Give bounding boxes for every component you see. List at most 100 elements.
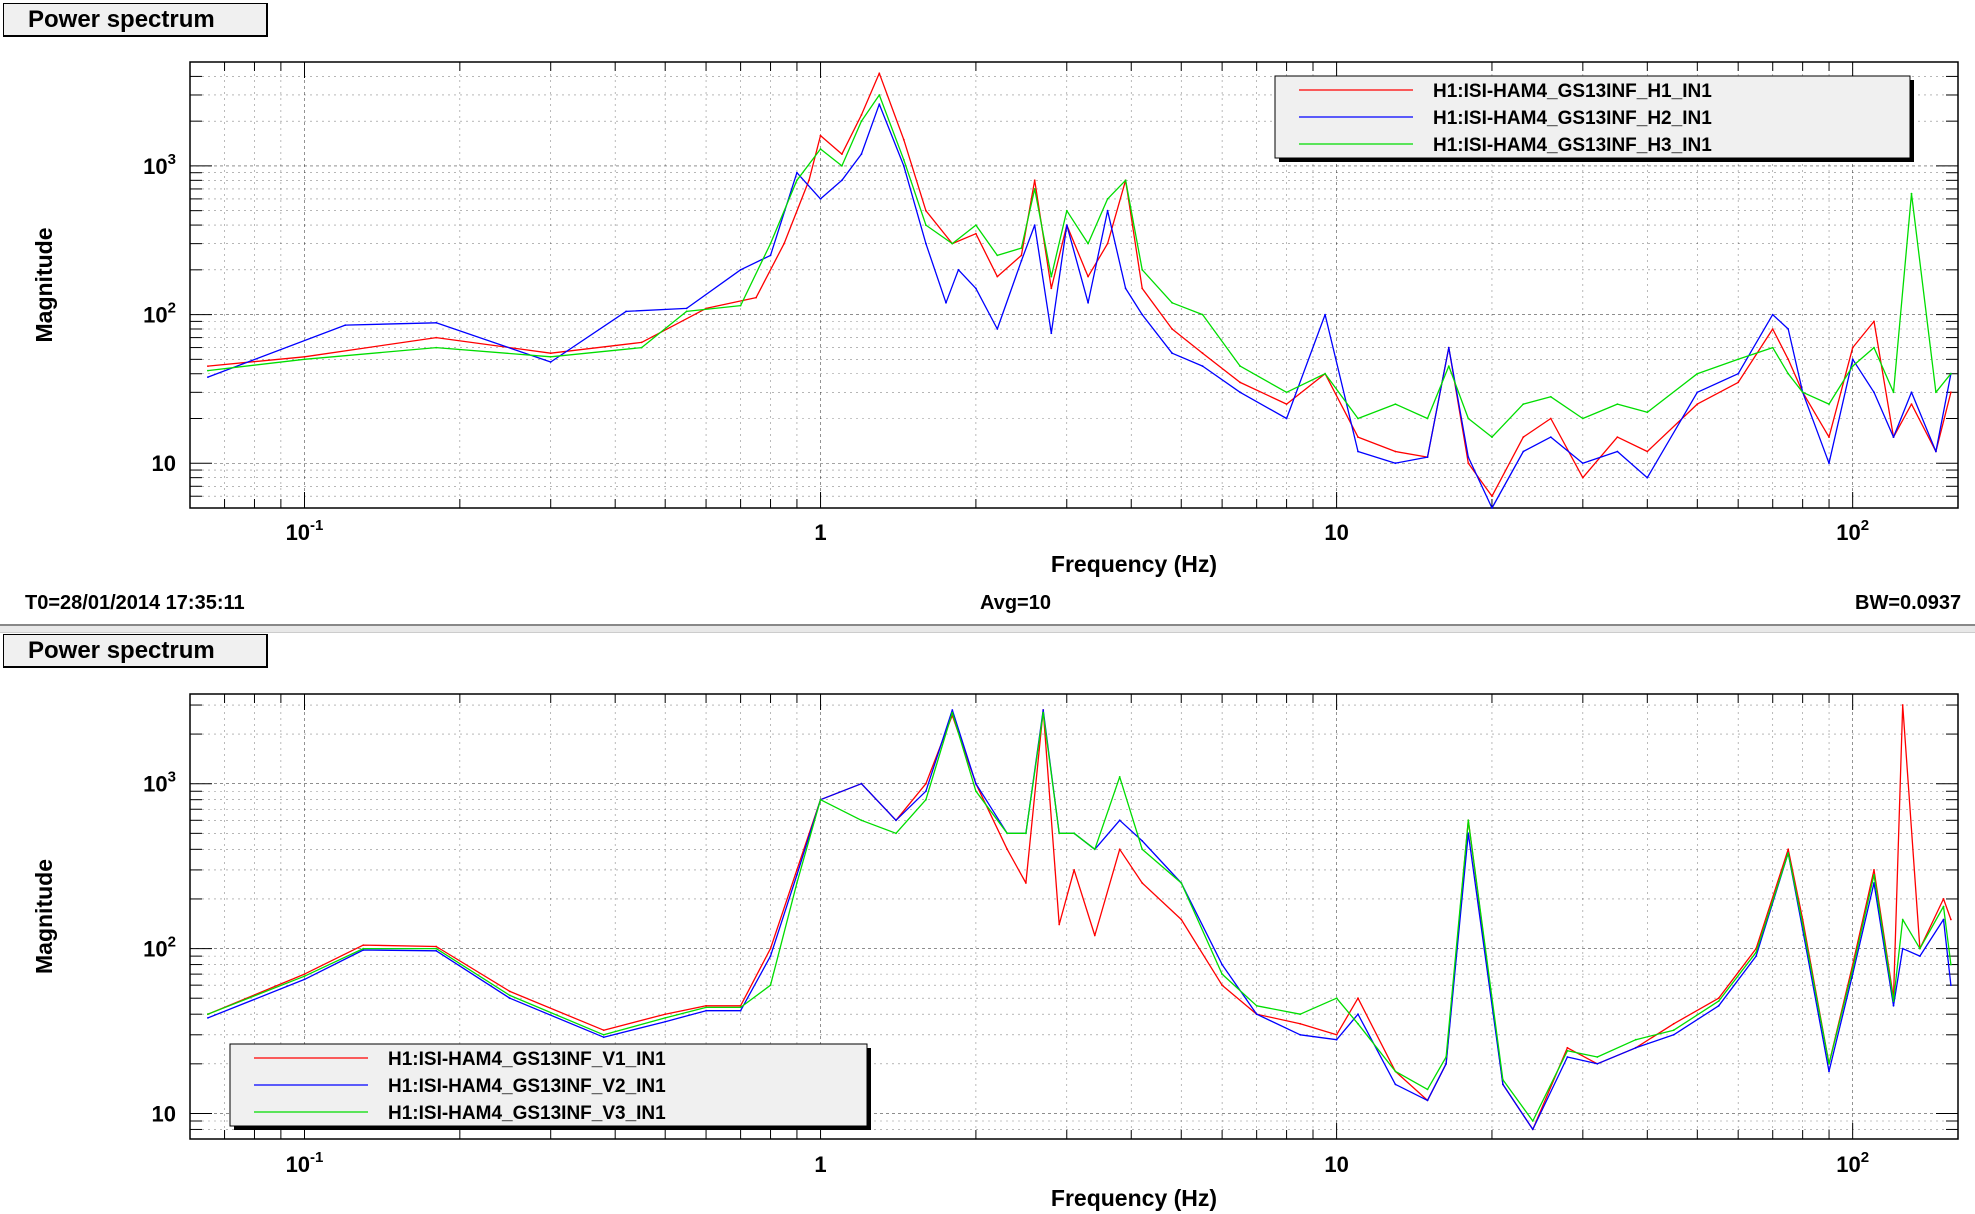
data-point <box>1445 1056 1447 1058</box>
data-point <box>1522 403 1525 405</box>
data-point <box>1033 224 1036 227</box>
data-point <box>1696 372 1699 375</box>
data-point <box>860 114 863 116</box>
panel-separator <box>0 624 1975 633</box>
data-point <box>1901 704 1904 706</box>
data-point <box>1942 905 1945 908</box>
data-point <box>1935 391 1937 394</box>
data-point <box>1616 450 1619 453</box>
data-point <box>1901 918 1904 921</box>
data-point <box>1873 869 1875 871</box>
data-point <box>1171 352 1173 355</box>
data-point <box>435 336 438 339</box>
data-point <box>1672 1029 1675 1032</box>
data-point <box>1828 436 1830 438</box>
data-point <box>1950 984 1952 987</box>
data-point <box>1020 247 1023 250</box>
data-point <box>1873 346 1875 349</box>
data-point <box>1065 209 1068 212</box>
data-point <box>1566 1049 1569 1052</box>
panel-1-title: Power spectrum <box>3 3 268 37</box>
series-line-1 <box>207 72 1952 497</box>
data-point <box>1549 436 1552 438</box>
data-point <box>1646 450 1649 453</box>
data-point <box>1285 403 1288 405</box>
data-point <box>1141 268 1144 271</box>
data-point <box>975 782 977 785</box>
data-point <box>1058 832 1061 835</box>
data-point <box>925 782 927 785</box>
data-point <box>435 321 438 324</box>
data-point <box>362 944 365 946</box>
data-point <box>808 179 810 182</box>
data-point <box>769 984 772 987</box>
data-point <box>303 973 306 975</box>
data-point <box>819 198 822 200</box>
data-point <box>739 1006 742 1009</box>
data-point <box>1787 328 1790 330</box>
y-tick-exponent: 2 <box>168 300 176 317</box>
data-point <box>878 72 881 75</box>
data-point <box>1771 313 1774 316</box>
data-point <box>755 296 757 299</box>
data-point <box>1502 1078 1504 1081</box>
data-point <box>1335 997 1338 1000</box>
data-point <box>1058 923 1061 926</box>
data-point <box>769 947 772 950</box>
grid-lines <box>189 61 1958 509</box>
data-point <box>996 254 999 257</box>
data-point <box>1828 403 1830 405</box>
data-point <box>1502 1083 1504 1086</box>
data-point <box>664 1013 667 1016</box>
bw-label: BW=0.0937 <box>1855 592 1962 614</box>
data-point <box>1771 328 1774 330</box>
data-point <box>1596 1062 1599 1065</box>
data-point <box>860 819 863 822</box>
data-point <box>1491 507 1493 509</box>
data-point <box>1787 848 1790 851</box>
data-point <box>1942 898 1945 900</box>
x-tick-label: 1 <box>814 520 826 545</box>
data-point <box>895 819 897 822</box>
data-point <box>1255 1004 1258 1007</box>
y-tick-label: 10 <box>152 1101 176 1126</box>
data-point <box>1299 1033 1302 1036</box>
data-point <box>1087 301 1089 304</box>
data-point <box>819 798 822 801</box>
data-point <box>769 955 772 957</box>
data-point <box>1124 179 1127 182</box>
data-point <box>925 224 927 227</box>
data-point <box>1394 403 1397 405</box>
data-point <box>1006 832 1009 835</box>
data-point <box>1873 320 1875 323</box>
data-point <box>925 242 927 245</box>
data-point <box>975 232 977 235</box>
x-tick-label: 102 <box>1836 1149 1869 1177</box>
data-point <box>1106 209 1109 212</box>
y-tick-label: 103 <box>143 769 176 797</box>
data-point <box>549 355 552 358</box>
data-point <box>1141 287 1144 290</box>
data-point <box>1919 955 1921 957</box>
data-point <box>435 949 438 952</box>
data-point <box>1801 391 1804 394</box>
data-point <box>925 798 927 801</box>
data-point <box>1892 436 1895 438</box>
data-point <box>1033 179 1036 182</box>
y-tick-exponent: 3 <box>168 151 176 168</box>
data-point <box>1357 436 1359 438</box>
data-point <box>207 1017 209 1019</box>
data-point <box>902 165 905 167</box>
data-point <box>549 361 552 363</box>
data-point <box>1065 224 1068 227</box>
data-point <box>508 997 511 1000</box>
data-point <box>975 287 977 290</box>
data-point <box>951 711 954 714</box>
legend-label-2: H1:ISI-HAM4_GS13INF_V2_IN1 <box>388 1076 666 1097</box>
data-point <box>1901 947 1904 950</box>
data-point <box>1093 934 1096 937</box>
data-point <box>207 365 209 367</box>
data-point <box>1118 848 1121 851</box>
data-point <box>1006 848 1009 851</box>
data-point <box>303 975 306 978</box>
